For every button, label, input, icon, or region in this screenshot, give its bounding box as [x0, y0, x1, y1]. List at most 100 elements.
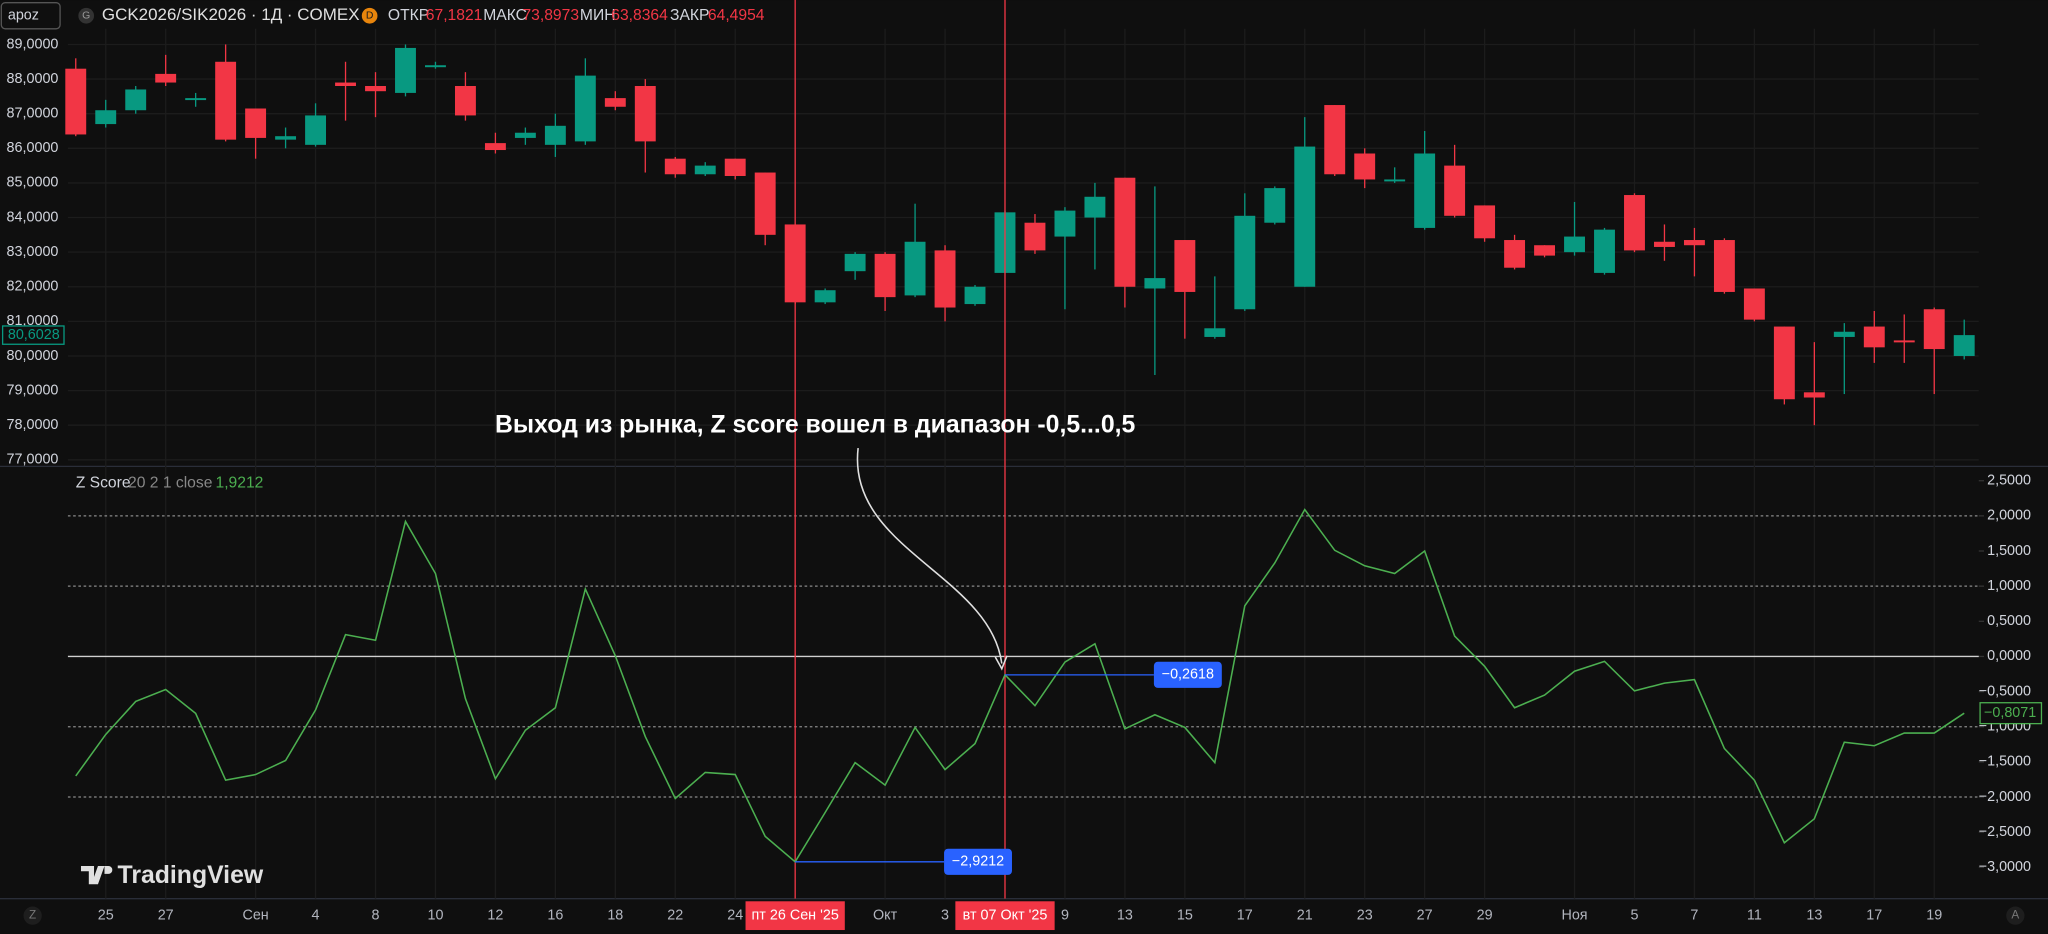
candle-body [1624, 195, 1645, 251]
watermark: TradingView [118, 862, 264, 889]
candle-body [844, 253, 866, 272]
indicator-title: Z Score [76, 474, 131, 491]
candle-body [1324, 105, 1346, 175]
session-badge-text: D [366, 11, 374, 22]
candle-body [215, 61, 237, 140]
corner-text[interactable]: Z [29, 909, 36, 922]
candle-body [1354, 153, 1376, 180]
candle-body [1953, 335, 1975, 356]
candle-body [934, 250, 956, 308]
crosshair-time-label: вт 07 Окт '25 [963, 907, 1048, 923]
value-box [944, 848, 1012, 875]
candle-body [484, 143, 506, 151]
candle-body [1144, 278, 1166, 289]
x-tick-label: Ноя [1561, 907, 1587, 923]
y-tick-label: 81,0000 [7, 313, 59, 329]
candle-body [1594, 229, 1615, 273]
x-tick-label: Окт [873, 907, 898, 923]
candle-body [65, 68, 87, 135]
y-tick-label: −0,5000 [1979, 683, 2031, 699]
candle-body [1654, 241, 1675, 247]
candle-body [1204, 328, 1226, 337]
candle-body [1234, 215, 1256, 310]
candle-body [1114, 177, 1136, 287]
candle-body [1444, 165, 1466, 216]
y-tick-label: 79,0000 [7, 382, 59, 398]
z-score-line [75, 508, 1965, 863]
ohlc-value: 63,8364 [611, 7, 668, 24]
x-tick-label: 15 [1177, 907, 1193, 923]
y-tick-label: 77,0000 [7, 452, 59, 468]
crosshair-time-box [745, 901, 845, 931]
candle-body [1803, 392, 1825, 398]
x-tick-label: 12 [487, 907, 503, 923]
x-tick-label: 4 [312, 907, 320, 923]
crosshair-time-label: пт 26 Сен '25 [752, 907, 839, 923]
y-tick-label: −2,5000 [1979, 824, 2031, 840]
symbol[interactable]: GCK2026/SIK2026 · 1Д · COMEX [102, 5, 360, 24]
indicator-params: 20 2 1 close [128, 474, 213, 491]
y-tick-label: 89,0000 [7, 36, 59, 52]
ohlc-label: МАКС [483, 7, 527, 24]
candle-body [724, 158, 746, 176]
annotation-arrow [856, 447, 1003, 664]
value-label: −2,9212 [952, 854, 1004, 870]
y-tick-label: 87,0000 [7, 105, 59, 121]
ohlc-value: 64,4954 [708, 7, 765, 24]
corner-button[interactable] [23, 906, 42, 925]
candle-body [1024, 222, 1046, 251]
y-tick-label: −1,5000 [1979, 754, 2031, 770]
y-tick-label: 86,0000 [7, 140, 59, 156]
candle-body [1084, 196, 1106, 218]
candle-body [1384, 179, 1406, 182]
ohlc-label: МИН [580, 7, 616, 24]
candle-body [904, 241, 926, 296]
x-tick-label: 5 [1630, 907, 1638, 923]
corner-button[interactable] [2006, 906, 2025, 925]
x-tick-label: 27 [158, 907, 174, 923]
x-tick-label: 3 [941, 907, 949, 923]
candle-body [1264, 188, 1286, 223]
candle-body [1683, 240, 1705, 246]
candle-body [1743, 288, 1765, 320]
search-box[interactable] [0, 2, 61, 30]
candle-body [1294, 146, 1316, 287]
x-tick-label: Сен [242, 907, 268, 923]
candle-body [95, 110, 117, 125]
y-tick-label: −3,0000 [1979, 859, 2031, 875]
candle-body [1414, 153, 1436, 228]
badge [78, 7, 95, 24]
candle-body [1474, 205, 1496, 239]
y-tick-label: 85,0000 [7, 175, 59, 191]
y-tick-label: 84,0000 [7, 209, 59, 225]
y-tick-label: 0,0000 [1987, 648, 2031, 664]
y-tick-label: −2,0000 [1979, 789, 2031, 805]
x-tick-label: 9 [1061, 907, 1069, 923]
candle-body [1863, 326, 1885, 348]
y-tick-label: 82,0000 [7, 279, 59, 295]
candle-body [574, 75, 596, 142]
corner-text[interactable]: A [2011, 909, 2019, 922]
x-tick-label: 13 [1117, 907, 1133, 923]
candle-body [1054, 210, 1076, 237]
x-tick-label: 22 [667, 907, 683, 923]
search-text[interactable]: apoz [8, 8, 39, 24]
marks [65, 0, 1975, 899]
candle-body [1713, 240, 1735, 292]
y-tick-label: 2,0000 [1987, 508, 2031, 524]
last-value-box [1979, 702, 2043, 725]
x-tick-label: 17 [1237, 907, 1253, 923]
ohlc-label: ОТКР [388, 7, 429, 24]
candle-body [544, 125, 566, 145]
candle-body [964, 286, 986, 305]
candle-body [1923, 309, 1945, 350]
x-tick-label: 27 [1417, 907, 1433, 923]
x-tick-label: 11 [1747, 907, 1762, 923]
x-tick-label: 19 [1926, 907, 1942, 923]
annotation: Выход из рынка, Z score вошел в диапазон… [495, 411, 1135, 438]
candle-body [155, 73, 177, 83]
candle-body [1833, 331, 1855, 337]
y-tick-label: 78,0000 [7, 417, 59, 433]
x-tick-label: 16 [547, 907, 563, 923]
